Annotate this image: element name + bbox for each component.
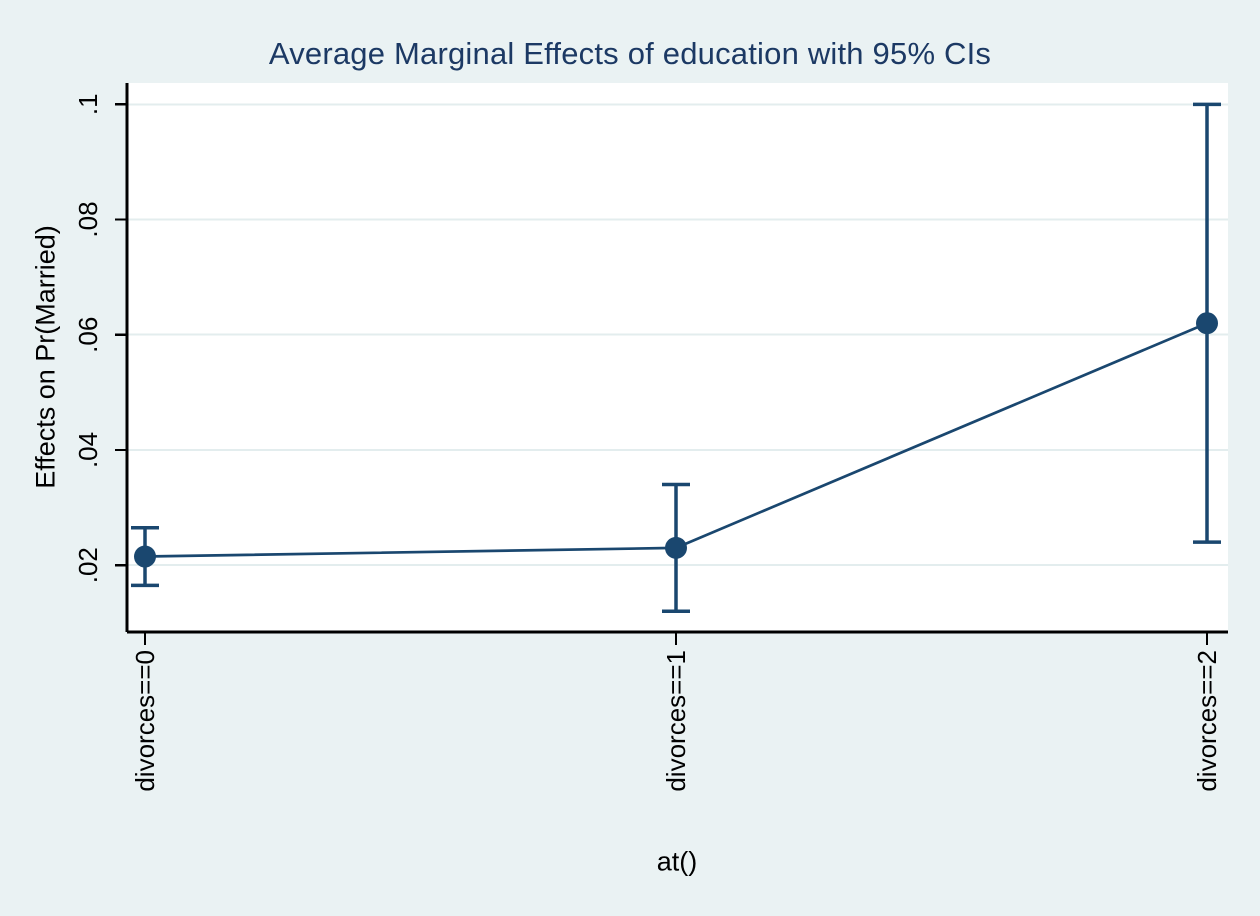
y-tick-label: .02 [73,547,103,583]
data-point [134,545,156,568]
x-tick-label: divorces==2 [1192,650,1222,792]
data-point [665,536,687,559]
y-tick-label: .04 [73,432,103,468]
chart-title: Average Marginal Effects of education wi… [268,36,992,71]
x-tick-label: divorces==1 [661,650,691,792]
y-tick-label: .1 [73,93,103,115]
x-axis-title: at() [656,846,698,877]
y-tick-label: .06 [73,317,103,353]
data-point [1196,312,1218,335]
y-tick-label: .08 [73,201,103,237]
x-tick-label: divorces==0 [130,650,160,792]
